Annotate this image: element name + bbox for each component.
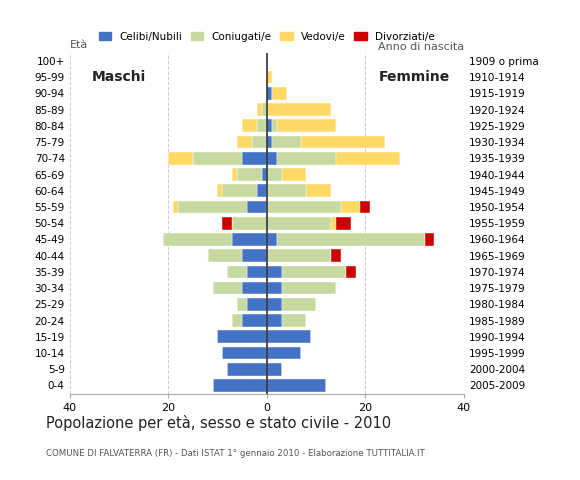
Bar [267, 71, 271, 84]
Bar [267, 152, 277, 165]
Bar [232, 168, 237, 181]
Bar [267, 136, 271, 148]
Bar [267, 233, 277, 246]
Bar [267, 103, 331, 116]
Bar [193, 152, 242, 165]
Bar [267, 330, 311, 343]
Bar [267, 217, 331, 229]
Bar [242, 152, 267, 165]
Bar [267, 347, 301, 360]
Bar [237, 168, 262, 181]
Bar [227, 265, 247, 278]
Bar [247, 201, 267, 213]
Bar [281, 265, 346, 278]
Bar [237, 136, 252, 148]
Text: Popolazione per età, sesso e stato civile - 2010: Popolazione per età, sesso e stato civil… [46, 415, 392, 431]
Bar [267, 298, 281, 311]
Bar [277, 120, 336, 132]
Bar [271, 87, 287, 100]
Bar [164, 233, 232, 246]
Bar [301, 136, 385, 148]
Bar [232, 233, 267, 246]
Bar [271, 136, 301, 148]
Bar [262, 103, 267, 116]
Bar [336, 217, 350, 229]
Text: Femmine: Femmine [379, 70, 450, 84]
Bar [218, 330, 267, 343]
Bar [281, 282, 336, 294]
Bar [247, 265, 267, 278]
Bar [267, 168, 281, 181]
Bar [267, 249, 331, 262]
Bar [178, 201, 247, 213]
Bar [242, 249, 267, 262]
Bar [218, 184, 222, 197]
Bar [208, 249, 242, 262]
Bar [267, 184, 306, 197]
Text: COMUNE DI FALVATERRA (FR) - Dati ISTAT 1° gennaio 2010 - Elaborazione TUTTITALIA: COMUNE DI FALVATERRA (FR) - Dati ISTAT 1… [46, 449, 425, 458]
Bar [168, 152, 193, 165]
Bar [340, 201, 360, 213]
Bar [271, 120, 277, 132]
Bar [173, 201, 178, 213]
Bar [242, 120, 257, 132]
Bar [257, 120, 267, 132]
Bar [237, 298, 247, 311]
Bar [425, 233, 434, 246]
Bar [257, 184, 267, 197]
Bar [212, 379, 267, 392]
Text: Età: Età [70, 39, 88, 49]
Bar [336, 152, 400, 165]
Legend: Celibi/Nubili, Coniugati/e, Vedovi/e, Divorziati/e: Celibi/Nubili, Coniugati/e, Vedovi/e, Di… [95, 27, 439, 46]
Bar [267, 120, 271, 132]
Bar [252, 136, 267, 148]
Bar [232, 314, 242, 327]
Bar [222, 217, 232, 229]
Bar [277, 233, 425, 246]
Bar [242, 282, 267, 294]
Bar [257, 103, 262, 116]
Bar [222, 347, 267, 360]
Bar [360, 201, 370, 213]
Bar [281, 168, 306, 181]
Bar [331, 217, 336, 229]
Bar [267, 379, 326, 392]
Bar [306, 184, 331, 197]
Bar [232, 217, 267, 229]
Bar [331, 249, 341, 262]
Bar [242, 314, 267, 327]
Bar [281, 314, 306, 327]
Bar [277, 152, 336, 165]
Bar [267, 282, 281, 294]
Bar [262, 168, 267, 181]
Bar [267, 265, 281, 278]
Bar [267, 87, 271, 100]
Bar [247, 298, 267, 311]
Bar [222, 184, 257, 197]
Bar [346, 265, 356, 278]
Text: Anno di nascita: Anno di nascita [378, 42, 464, 52]
Bar [281, 298, 316, 311]
Bar [267, 363, 281, 375]
Bar [212, 282, 242, 294]
Bar [227, 363, 267, 375]
Bar [267, 314, 281, 327]
Bar [267, 201, 340, 213]
Text: Maschi: Maschi [92, 70, 146, 84]
